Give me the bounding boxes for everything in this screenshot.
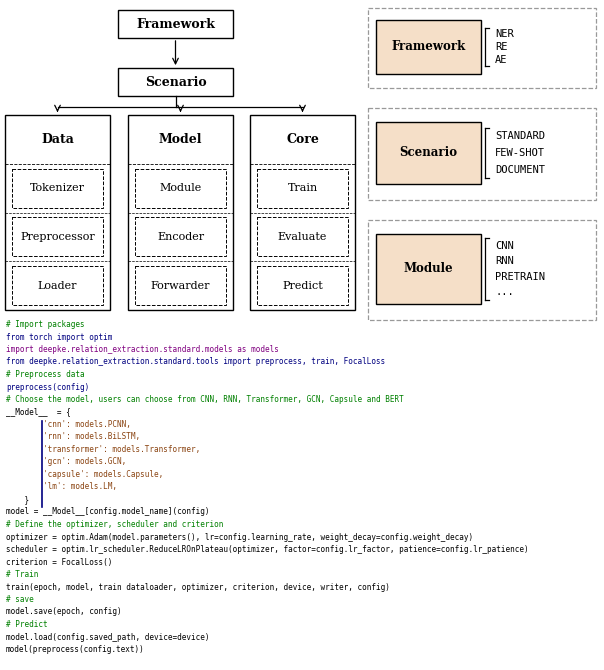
Text: __Model__  = {: __Model__ = { [6, 407, 71, 417]
Text: Core: Core [286, 133, 319, 146]
Text: model(preprocess(config.text)): model(preprocess(config.text)) [6, 645, 145, 654]
Text: Model: Model [159, 133, 202, 146]
Text: NER: NER [495, 29, 514, 40]
Text: scheduler = optim.lr_scheduler.ReduceLROnPlateau(optimizer, factor=config.lr_fac: scheduler = optim.lr_scheduler.ReduceLRO… [6, 545, 528, 554]
Text: AE: AE [495, 55, 507, 65]
Text: Preprocessor: Preprocessor [20, 232, 95, 242]
Text: # save: # save [6, 595, 34, 604]
Bar [376, 122, 481, 184]
Text: Framework: Framework [391, 40, 466, 54]
Text: Evaluate: Evaluate [278, 232, 327, 242]
Text: CNN: CNN [495, 241, 514, 251]
Text: ...: ... [495, 287, 514, 297]
Text: model = __Model__[config.model_name](config): model = __Model__[config.model_name](con… [6, 507, 210, 517]
Text: Forwarder: Forwarder [151, 281, 210, 291]
Text: 'lm': models.LM,: 'lm': models.LM, [6, 482, 117, 492]
Text: }: } [6, 495, 29, 504]
Bar [118, 68, 233, 96]
Text: DOCUMENT: DOCUMENT [495, 165, 545, 175]
Text: PRETRAIN: PRETRAIN [495, 272, 545, 282]
Text: Scenario: Scenario [399, 147, 458, 159]
Bar [5, 115, 110, 310]
Text: RE: RE [495, 42, 507, 52]
Bar [376, 234, 481, 304]
Text: model.load(config.saved_path, device=device): model.load(config.saved_path, device=dev… [6, 632, 210, 641]
Text: import deepke.relation_extraction.standard.models as models: import deepke.relation_extraction.standa… [6, 345, 279, 354]
Bar [257, 217, 348, 257]
Text: Scenario: Scenario [145, 76, 207, 88]
Text: model.save(epoch, config): model.save(epoch, config) [6, 608, 121, 616]
Text: Module: Module [403, 263, 454, 275]
Text: train(epoch, model, train dataloader, optimizer, criterion, device, writer, conf: train(epoch, model, train dataloader, op… [6, 582, 390, 592]
Bar [135, 169, 226, 208]
Text: Encoder: Encoder [157, 232, 204, 242]
Text: 'capsule': models.Capsule,: 'capsule': models.Capsule, [6, 470, 163, 479]
Text: 'gcn': models.GCN,: 'gcn': models.GCN, [6, 458, 126, 466]
Text: Tokenizer: Tokenizer [30, 183, 85, 193]
Text: Predict: Predict [282, 281, 323, 291]
Bar [118, 10, 233, 38]
Text: Train: Train [288, 183, 318, 193]
Text: Framework: Framework [136, 17, 215, 31]
Text: Loader: Loader [37, 281, 77, 291]
Text: 'cnn': models.PCNN,: 'cnn': models.PCNN, [6, 420, 131, 429]
Text: # Import packages: # Import packages [6, 320, 85, 329]
Text: from deepke.relation_extraction.standard.tools import preprocess, train, FocalLo: from deepke.relation_extraction.standard… [6, 358, 385, 366]
Text: 'rnn': models.BiLSTM,: 'rnn': models.BiLSTM, [6, 433, 140, 442]
Bar [12, 217, 103, 257]
Bar [368, 108, 596, 200]
Text: FEW-SHOT: FEW-SHOT [495, 148, 545, 158]
Bar [257, 266, 348, 305]
Bar [257, 169, 348, 208]
Text: # Predict: # Predict [6, 620, 48, 629]
Bar [128, 115, 233, 310]
Text: Module: Module [159, 183, 202, 193]
Bar [368, 8, 596, 88]
Bar [135, 266, 226, 305]
Text: optimizer = optim.Adam(model.parameters(), lr=config.learning_rate, weight_decay: optimizer = optim.Adam(model.parameters(… [6, 533, 473, 541]
Text: # Define the optimizer, scheduler and criterion: # Define the optimizer, scheduler and cr… [6, 520, 223, 529]
Text: 'transformer': models.Transformer,: 'transformer': models.Transformer, [6, 445, 201, 454]
Text: RNN: RNN [495, 256, 514, 266]
Bar [376, 20, 481, 74]
Bar [12, 169, 103, 208]
Bar [250, 115, 355, 310]
Bar [368, 220, 596, 320]
Text: Data: Data [41, 133, 74, 146]
Bar [12, 266, 103, 305]
Text: criterion = FocalLoss(): criterion = FocalLoss() [6, 557, 112, 567]
Bar [135, 217, 226, 257]
Text: # Train: # Train [6, 570, 39, 579]
Text: STANDARD: STANDARD [495, 131, 545, 141]
Text: # Preprocess data: # Preprocess data [6, 370, 85, 379]
Text: preprocess(config): preprocess(config) [6, 383, 89, 391]
Text: # Choose the model, users can choose from CNN, RNN, Transformer, GCN, Capsule an: # Choose the model, users can choose fro… [6, 395, 403, 404]
Text: from torch import optim: from torch import optim [6, 332, 112, 342]
